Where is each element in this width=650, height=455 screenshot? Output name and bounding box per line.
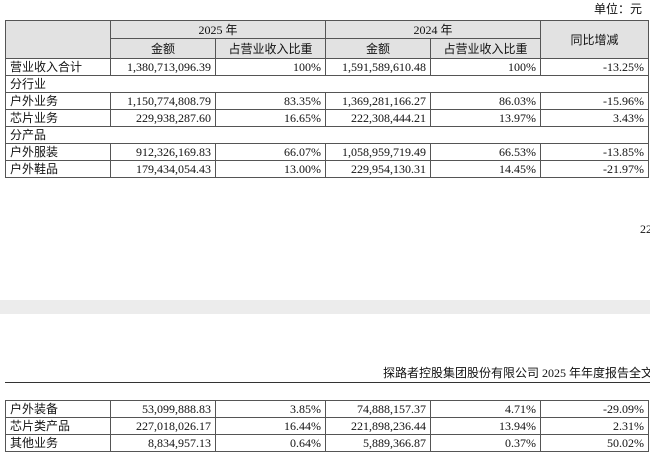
cell: -13.25% bbox=[540, 58, 650, 76]
section-row: 分产品 bbox=[4, 126, 650, 144]
data-row: 芯片业务 229,938,287.60 16.65% 222,308,444.21 13… bbox=[5, 109, 650, 127]
cell: -29.09% bbox=[540, 400, 649, 418]
sub-header: 占营业收入比重 bbox=[214, 38, 327, 59]
cell: 53,099,888.83 bbox=[110, 400, 216, 418]
header-row: 2025 年 2024 年同比增减 bbox=[5, 20, 650, 59]
cell: 227,018,026.17 bbox=[110, 417, 216, 435]
page-break bbox=[0, 300, 650, 314]
cell: 221,898,236.44 bbox=[325, 417, 431, 435]
cell: 1,150,774,808.79 bbox=[110, 92, 216, 110]
cell: 1,591,589,610.48 bbox=[325, 58, 432, 76]
data-row: 芯片类产品 227,018,026.17 16.44% 221,898,236.44 1… bbox=[5, 417, 649, 435]
data-row: 户外服装 912,326,169.83 66.07% 1,058,959,719.49… bbox=[5, 143, 650, 161]
cell: 13.94% bbox=[430, 417, 541, 435]
revenue-table: 2025 年 2024 年同比增减 金额 占营业收入比重 金额 占营业收入比重 营业收入合计… bbox=[4, 20, 650, 178]
cell: 66.07% bbox=[214, 143, 327, 161]
cell: 14.45% bbox=[430, 160, 542, 178]
data-row: 营业收入合计 1,380,713,096.39 100% 1,591,589,610.… bbox=[5, 58, 650, 76]
cell: 5,889,366.87 bbox=[325, 434, 431, 452]
row-label: 户外服装 bbox=[5, 143, 111, 161]
row-label: 其他业务 bbox=[5, 434, 111, 452]
cell: 74,888,157.37 bbox=[325, 400, 431, 418]
cell: 4.71% bbox=[430, 400, 541, 418]
cell: 179,434,054.43 bbox=[110, 160, 216, 178]
sub-header: 金额 bbox=[325, 38, 432, 59]
cell: 13.97% bbox=[430, 109, 542, 127]
cell: 8,834,957.13 bbox=[110, 434, 216, 452]
cell: 3.85% bbox=[215, 400, 326, 418]
section-row: 分行业 bbox=[4, 75, 650, 93]
cell: 66.53% bbox=[430, 143, 542, 161]
cell: 100% bbox=[214, 58, 327, 76]
cell: 100% bbox=[430, 58, 542, 76]
cell: 229,938,287.60 bbox=[110, 109, 216, 127]
cell: 1,058,959,719.49 bbox=[325, 143, 432, 161]
sub-header: 金额 bbox=[110, 38, 216, 59]
cell: 86.03% bbox=[430, 92, 542, 110]
row-label: 户外装备 bbox=[5, 400, 111, 418]
cell: -15.96% bbox=[540, 92, 650, 110]
cell: -21.97% bbox=[540, 160, 650, 178]
header-row: 金额 占营业收入比重 金额 占营业收入比重 bbox=[6, 38, 649, 59]
cell: -13.85% bbox=[540, 143, 650, 161]
cell: 16.44% bbox=[215, 417, 326, 435]
header-rule bbox=[5, 382, 650, 383]
page-number: 22 bbox=[640, 222, 650, 236]
row-label: 芯片类产品 bbox=[5, 417, 111, 435]
cell: 83.35% bbox=[214, 92, 327, 110]
data-row: 其他业务 8,834,957.13 0.64% 5,889,366.87 0.37% 50… bbox=[5, 434, 649, 452]
running-header: 探路者控股集团股份有限公司 2025 年年度报告全文 bbox=[383, 366, 650, 380]
cell: 2.31% bbox=[540, 417, 649, 435]
data-row: 户外鞋品 179,434,054.43 13.00% 229,954,130.31 14… bbox=[5, 160, 650, 178]
row-label: 芯片业务 bbox=[5, 109, 111, 127]
section-label: 分产品 bbox=[4, 126, 650, 144]
data-row: 户外业务 1,150,774,808.79 83.35% 1,369,281,166.… bbox=[5, 92, 650, 110]
unit: 单位：元 bbox=[593, 2, 642, 16]
section-label: 分行业 bbox=[4, 75, 650, 93]
cell: 222,308,444.21 bbox=[325, 109, 432, 127]
year-header: 2024 年 bbox=[325, 20, 542, 39]
cell: 229,954,130.31 bbox=[325, 160, 432, 178]
cell: 1,380,713,096.39 bbox=[110, 58, 216, 76]
row-label: 户外业务 bbox=[5, 92, 111, 110]
change-header: 同比增减 bbox=[540, 20, 650, 59]
data-row: 户外装备 53,099,888.83 3.85% 74,888,157.37 4.71%… bbox=[5, 400, 649, 418]
row-label: 营业收入合计 bbox=[5, 58, 111, 76]
cell: 50.02% bbox=[540, 434, 649, 452]
cell: 13.00% bbox=[214, 160, 327, 178]
cell: 0.64% bbox=[215, 434, 326, 452]
row-label: 户外鞋品 bbox=[5, 160, 111, 178]
cell: 1,369,281,166.27 bbox=[325, 92, 432, 110]
year-header: 2025 年 bbox=[109, 20, 327, 39]
header-cell bbox=[5, 20, 111, 59]
revenue-table-continued: 户外装备 53,099,888.83 3.85% 74,888,157.37 4.71%… bbox=[5, 400, 649, 452]
cell: 912,326,169.83 bbox=[110, 143, 216, 161]
cell: 3.43% bbox=[540, 109, 650, 127]
cell: 16.65% bbox=[214, 109, 327, 127]
sub-header: 占营业收入比重 bbox=[430, 38, 542, 59]
cell: 0.37% bbox=[430, 434, 541, 452]
